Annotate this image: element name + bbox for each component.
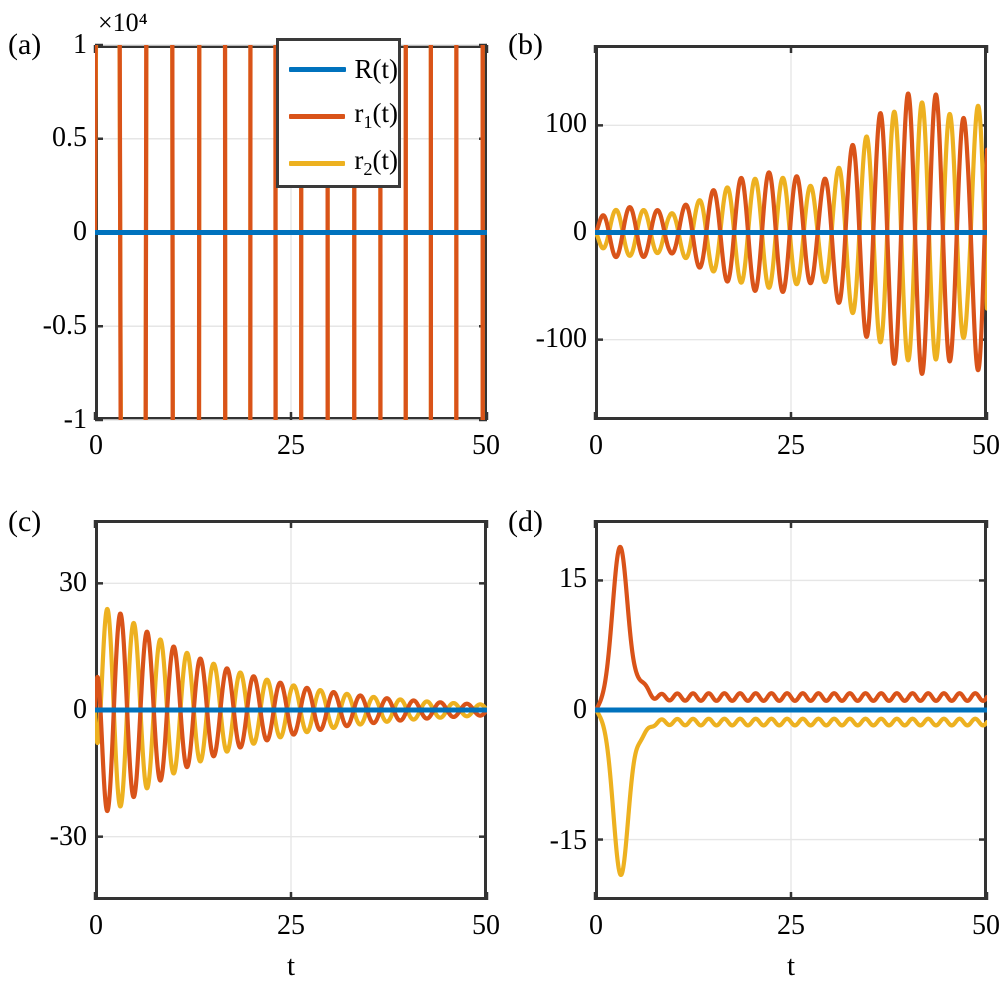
panel-a: (a) ×10⁴ 1 0.5 0 -0.5 -1 0 25 50 R(t) r1… [0, 0, 500, 480]
series-c-r1t [95, 611, 487, 814]
panel-c-xtick-25: 25 [277, 910, 305, 941]
legend-swatch-R [289, 66, 346, 72]
panel-c-ytick-30: 30 [59, 567, 87, 598]
series-d-r1t [595, 544, 987, 712]
panel-b-ytick-neg100: -100 [535, 323, 587, 354]
legend-entry-R[interactable]: R(t) [279, 47, 398, 91]
panel-c-plot [93, 520, 489, 900]
panel-b: (b) 100 0 -100 0 25 50 [500, 0, 1000, 480]
panel-c-xlabel: t [286, 950, 296, 982]
panel-a-ytick-0: 0 [73, 216, 87, 247]
series-d-r2t [595, 708, 987, 878]
series-c-r2t [95, 606, 487, 809]
curves-d [595, 544, 987, 878]
panel-d-ytick-15: 15 [559, 563, 587, 594]
panel-b-xtick-50: 50 [972, 430, 1000, 461]
panel-b-ytick-100: 100 [545, 108, 587, 139]
legend-label-r2-sub: 2 [363, 159, 373, 180]
series-b-r1t [595, 91, 987, 376]
panel-d-label: (d) [508, 505, 543, 538]
panel-d-xlabel: t [786, 950, 796, 982]
panel-a-xtick-50: 50 [472, 430, 500, 461]
legend-label-r2-tail: (t) [372, 145, 398, 176]
panel-a-ytick-neg1: -1 [63, 404, 87, 435]
legend-label-r2-main: r [354, 145, 364, 176]
panel-c-ytick-0: 0 [73, 694, 87, 725]
panel-b-plot [593, 45, 989, 420]
curves-a [95, 45, 487, 420]
panel-a-xtick-25: 25 [277, 430, 305, 461]
series-b-r2t [595, 100, 987, 363]
legend-label-R: R(t) [354, 53, 399, 84]
panel-d-ytick-neg15: -15 [549, 825, 587, 856]
legend-entry-r1[interactable]: r1(t) [279, 94, 398, 138]
panel-c-ytick-neg30: -30 [49, 821, 87, 852]
legend-label-r1-main: r [354, 98, 364, 129]
panel-b-ytick-0: 0 [573, 216, 587, 247]
panel-a-label: (a) [8, 28, 42, 61]
legend-label-r2: r2(t) [354, 145, 398, 180]
panel-b-xtick-25: 25 [777, 430, 805, 461]
panel-d-plot [593, 520, 989, 900]
panel-c-xtick-50: 50 [472, 910, 500, 941]
panel-d-xtick-50: 50 [972, 910, 1000, 941]
panel-a-ytick-neg05: -0.5 [42, 310, 87, 341]
panel-a-ytick-05: 0.5 [52, 122, 87, 153]
legend-label-r1-tail: (t) [372, 98, 398, 129]
panel-a-exponent-label: ×10⁴ [98, 8, 148, 37]
legend-swatch-r2 [289, 160, 346, 166]
panel-d-xtick-25: 25 [777, 910, 805, 941]
panel-c-xtick-0: 0 [89, 910, 103, 941]
legend[interactable]: R(t) r1(t) r2(t) [276, 38, 401, 188]
panel-b-label: (b) [508, 28, 543, 61]
legend-swatch-r1 [289, 113, 346, 119]
panel-d: (d) 15 0 -15 0 25 50 t [500, 490, 1000, 992]
panel-c: (c) 30 0 -30 0 25 50 t [0, 490, 500, 992]
panel-a-ytick-1: 1 [73, 29, 87, 60]
panel-a-xtick-0: 0 [89, 430, 103, 461]
panel-d-ytick-0: 0 [573, 694, 587, 725]
legend-label-r1: r1(t) [354, 98, 398, 133]
curves-c [95, 606, 487, 814]
panel-b-xtick-0: 0 [589, 430, 603, 461]
legend-entry-r2[interactable]: r2(t) [279, 141, 398, 185]
panel-c-label: (c) [8, 505, 42, 538]
legend-label-r1-sub: 1 [363, 112, 373, 133]
panel-d-xtick-0: 0 [589, 910, 603, 941]
curves-b [595, 91, 987, 376]
